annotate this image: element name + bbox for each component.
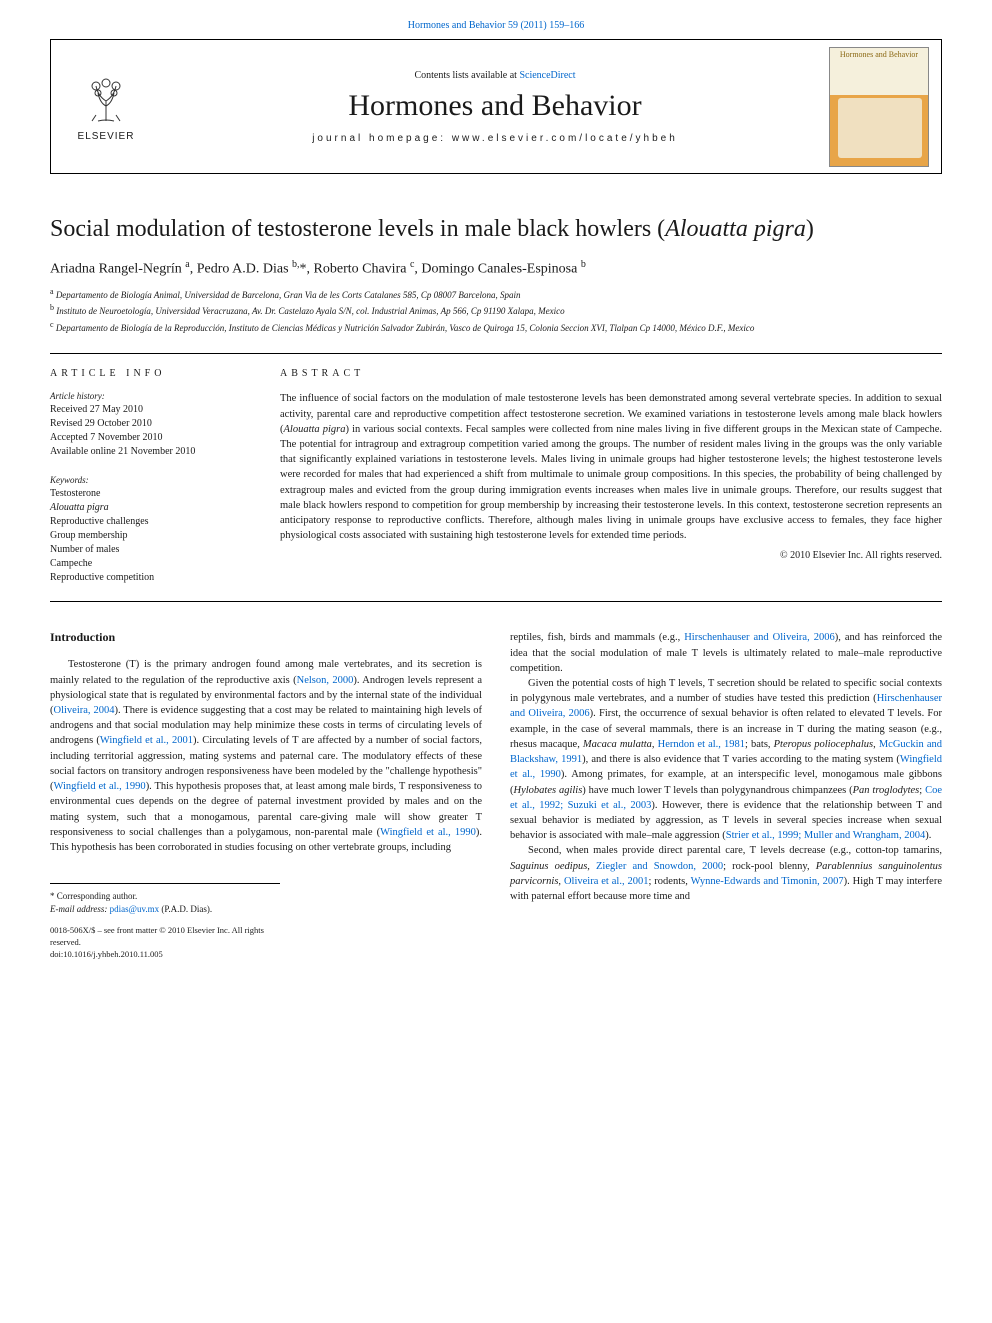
email-suffix: (P.A.D. Dias).	[161, 904, 212, 914]
keywords-list: TestosteroneAlouatta pigraReproductive c…	[50, 487, 250, 585]
journal-cover-thumbnail: Hormones and Behavior	[829, 47, 929, 167]
keyword-item: Group membership	[50, 529, 250, 543]
article-title: Social modulation of testosterone levels…	[50, 214, 942, 245]
abstract-text: The influence of social factors on the m…	[280, 391, 942, 543]
history-label: Article history:	[50, 391, 250, 401]
sciencedirect-link[interactable]: ScienceDirect	[519, 70, 575, 81]
email-label: E-mail address:	[50, 904, 107, 914]
footnote-block: * Corresponding author. E-mail address: …	[50, 883, 280, 961]
cover-title: Hormones and Behavior	[840, 51, 918, 60]
corresponding-email-link[interactable]: pdias@uv.mx	[110, 904, 159, 914]
body-paragraph: reptiles, fish, birds and mammals (e.g.,…	[510, 630, 942, 676]
history-item: Accepted 7 November 2010	[50, 431, 250, 445]
elsevier-tree-icon	[78, 71, 134, 127]
doi-line: doi:10.1016/j.yhbeh.2010.11.005	[50, 949, 280, 961]
journal-header: ELSEVIER Contents lists available at Sci…	[50, 39, 942, 174]
keywords-label: Keywords:	[50, 475, 250, 485]
article-info-label: ARTICLE INFO	[50, 368, 250, 379]
section-divider	[50, 601, 942, 602]
history-item: Received 27 May 2010	[50, 403, 250, 417]
right-column: reptiles, fish, birds and mammals (e.g.,…	[510, 630, 942, 961]
top-citation: Hormones and Behavior 59 (2011) 159–166	[50, 20, 942, 31]
body-paragraph: Testosterone (T) is the primary androgen…	[50, 657, 482, 855]
body-paragraph: Given the potential costs of high T leve…	[510, 676, 942, 843]
publisher-logo: ELSEVIER	[51, 40, 161, 173]
top-citation-link[interactable]: Hormones and Behavior 59 (2011) 159–166	[408, 20, 585, 31]
abstract-copyright: © 2010 Elsevier Inc. All rights reserved…	[280, 550, 942, 561]
affiliation-a: a Departamento de Biología Animal, Unive…	[50, 286, 942, 303]
keyword-item: Alouatta pigra	[50, 501, 250, 515]
keyword-item: Campeche	[50, 557, 250, 571]
contents-line: Contents lists available at ScienceDirec…	[414, 70, 575, 81]
metadata-section: ARTICLE INFO Article history: Received 2…	[50, 353, 942, 585]
left-column: Introduction Testosterone (T) is the pri…	[50, 630, 482, 961]
affiliation-c: c Departamento de Biología de la Reprodu…	[50, 319, 942, 336]
abstract-label: ABSTRACT	[280, 368, 942, 379]
affiliations: a Departamento de Biología Animal, Unive…	[50, 286, 942, 336]
header-center: Contents lists available at ScienceDirec…	[161, 40, 829, 173]
elsevier-wordmark: ELSEVIER	[78, 131, 135, 142]
issn-copyright: 0018-506X/$ – see front matter © 2010 El…	[50, 925, 280, 961]
keyword-item: Reproductive competition	[50, 571, 250, 585]
introduction-heading: Introduction	[50, 630, 482, 645]
contents-prefix: Contents lists available at	[414, 70, 519, 81]
abstract-column: ABSTRACT The influence of social factors…	[280, 368, 942, 585]
journal-title: Hormones and Behavior	[348, 89, 641, 123]
cover-image-placeholder	[838, 98, 922, 158]
article-title-text: Social modulation of testosterone levels…	[50, 216, 814, 242]
author-list: Ariadna Rangel-Negrín a, Pedro A.D. Dias…	[50, 259, 942, 278]
keyword-item: Testosterone	[50, 487, 250, 501]
journal-homepage: journal homepage: www.elsevier.com/locat…	[312, 133, 678, 144]
affiliation-b: b Instituto de Neuroetología, Universida…	[50, 302, 942, 319]
history-item: Available online 21 November 2010	[50, 445, 250, 459]
issn-line: 0018-506X/$ – see front matter © 2010 El…	[50, 925, 280, 949]
right-body-text: reptiles, fish, birds and mammals (e.g.,…	[510, 630, 942, 904]
email-line: E-mail address: pdias@uv.mx (P.A.D. Dias…	[50, 903, 280, 916]
history-item: Revised 29 October 2010	[50, 417, 250, 431]
left-body-text: Testosterone (T) is the primary androgen…	[50, 657, 482, 855]
keyword-item: Reproductive challenges	[50, 515, 250, 529]
body-paragraph: Second, when males provide direct parent…	[510, 843, 942, 904]
history-list: Received 27 May 2010Revised 29 October 2…	[50, 403, 250, 459]
body-two-column: Introduction Testosterone (T) is the pri…	[50, 630, 942, 961]
corresponding-author-note: * Corresponding author.	[50, 890, 280, 903]
article-info-column: ARTICLE INFO Article history: Received 2…	[50, 368, 280, 585]
keyword-item: Number of males	[50, 543, 250, 557]
